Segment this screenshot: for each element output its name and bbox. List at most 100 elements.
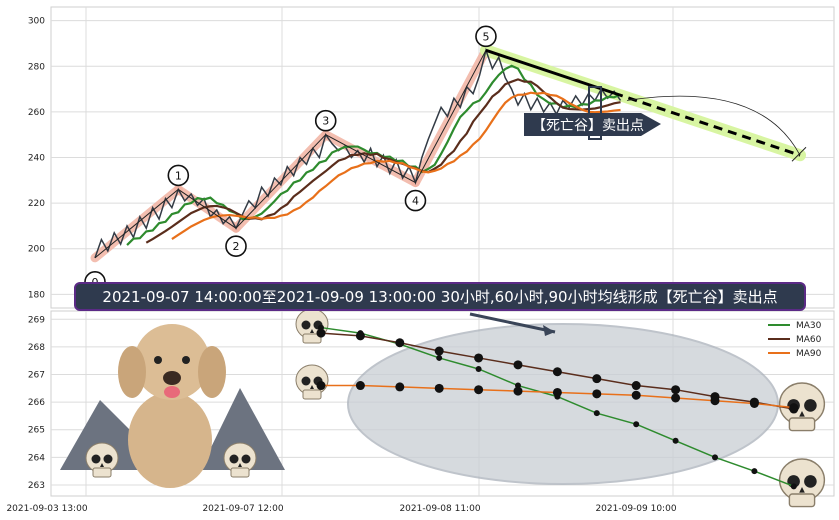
ma60-point [671, 385, 681, 395]
legend-label: MA60 [796, 335, 822, 345]
ma90-point [395, 382, 405, 392]
pointer-arrow-shaft [469, 312, 556, 334]
callout: 【死亡谷】卖出点 [524, 113, 661, 136]
target-arc [626, 95, 801, 156]
x-axis: 2021-09-03 13:00 2021-09-07 12:00 2021-09-… [6, 504, 676, 514]
price-y-tick-label: 280 [28, 62, 45, 72]
ma-y-axis: 263 264 265 266 267 268 269 [28, 315, 45, 491]
ma30-point [593, 410, 600, 417]
ma-y-tick-label: 269 [28, 315, 45, 325]
ma30-point [436, 354, 443, 361]
ma90-point [513, 386, 523, 396]
ma90-point [316, 381, 326, 391]
ma30-point [672, 437, 679, 444]
skull-eye [229, 454, 239, 464]
price-line [94, 47, 622, 259]
legend-label: MA30 [796, 321, 822, 331]
x-tick-label: 2021-09-03 13:00 [6, 504, 87, 514]
skull-eye [804, 399, 817, 412]
skull-jaw [92, 467, 112, 478]
price-y-axis: 180 200 220 240 260 280 300 [28, 17, 45, 301]
skull-jaw [230, 467, 250, 478]
ma90-point [355, 381, 365, 391]
highlight-ellipse [347, 323, 779, 485]
ma60-point [592, 374, 602, 384]
ma-y-tick-label: 263 [28, 481, 45, 491]
ma-y-tick-label: 264 [28, 453, 45, 463]
ma30-point [475, 365, 482, 372]
wave-label: 4 [412, 195, 419, 208]
skull-eye [301, 320, 311, 330]
wave-label: 3 [322, 115, 329, 128]
pointer-arrow-head [543, 325, 555, 336]
dog-head [134, 324, 210, 400]
dog-eye-right [182, 356, 190, 364]
skull-nose [238, 463, 242, 467]
price-y-tick-label: 260 [28, 108, 45, 118]
callout-text: 【死亡谷】卖出点 [532, 118, 644, 134]
ma90-point [552, 387, 562, 397]
skull-jaw [302, 389, 322, 400]
skull-eye [241, 454, 251, 464]
wave-line [94, 189, 179, 259]
skull-nose [310, 385, 314, 389]
x-tick-label: 2021-09-08 11:00 [399, 504, 480, 514]
skull-icon [223, 442, 257, 478]
banner-box [74, 282, 806, 311]
wave-line [325, 134, 416, 184]
ma-y-tick-label: 267 [28, 371, 45, 381]
ma90-point [474, 385, 484, 395]
mountain-right [200, 388, 285, 470]
ma90-point [434, 383, 444, 393]
ma60-point [434, 346, 444, 356]
ma60-line [145, 78, 621, 244]
ma90-point [671, 393, 681, 403]
ma60-point [552, 367, 562, 377]
dog-illustration [118, 324, 226, 488]
wave-line [415, 50, 487, 183]
ma-y-tick-label: 268 [28, 343, 45, 353]
ma30-point [751, 468, 758, 475]
x-tick-label: 2021-09-07 12:00 [202, 504, 283, 514]
wave-label: 2 [233, 240, 240, 253]
skull-jaw [788, 493, 816, 508]
price-y-tick-label: 300 [28, 17, 45, 27]
x-tick-label: 2021-09-09 10:00 [595, 504, 676, 514]
skull-eye [804, 475, 817, 488]
price-y-tick-label: 180 [28, 290, 45, 300]
ma60-point [513, 360, 523, 370]
ma60-point [474, 353, 484, 363]
wave-label: 5 [482, 30, 489, 43]
dog-eye-left [154, 356, 162, 364]
ma30-point [633, 421, 640, 428]
skull-eye [91, 454, 101, 464]
skull-nose [799, 411, 805, 417]
projection-dashed-line [613, 91, 801, 157]
dog-tongue [164, 386, 180, 398]
ma-panel: 263 264 265 266 267 268 269 MA30 MA60 MA90 [28, 308, 835, 508]
skull-eye [103, 454, 113, 464]
dog-ear-right [198, 346, 226, 398]
skull-eye [301, 376, 311, 386]
target-tick [791, 146, 807, 162]
ma60-point [355, 331, 365, 341]
ma-decoration [60, 308, 826, 508]
callout-arrow [524, 113, 661, 136]
legend-label: MA90 [796, 349, 822, 359]
price-y-tick-label: 240 [28, 154, 45, 164]
ma60-point [316, 328, 326, 338]
ma90-point [710, 396, 720, 406]
ma60-point [395, 338, 405, 348]
skull-jaw [302, 333, 322, 344]
price-y-tick-label: 200 [28, 245, 45, 255]
wave-line [235, 134, 327, 229]
ma-y-tick-label: 266 [28, 398, 45, 408]
ma90-point [631, 390, 641, 400]
banner-text: 2021-09-07 14:00:00至2021-09-09 13:00:00 … [102, 288, 777, 306]
ma30-point [790, 483, 797, 490]
wave-marker [225, 235, 247, 257]
dog-body [128, 392, 212, 488]
ma90-point [749, 399, 759, 408]
